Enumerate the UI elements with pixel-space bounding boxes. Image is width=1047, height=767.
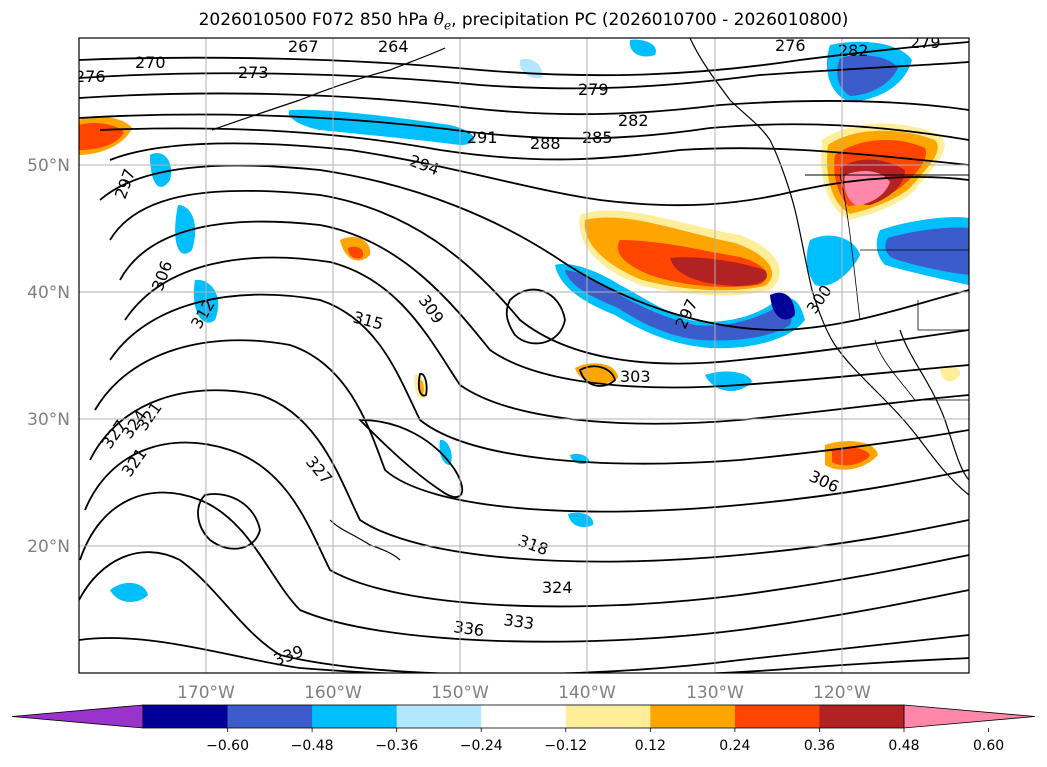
colorbar-swatch bbox=[819, 705, 905, 728]
contour-label: 276 bbox=[775, 36, 806, 55]
colorbar-tick-label: 0.60 bbox=[973, 738, 1004, 754]
colorbar-tick-label: −0.12 bbox=[544, 738, 587, 754]
lon-label: 120°W bbox=[813, 683, 871, 703]
contour-label: 282 bbox=[618, 111, 649, 130]
theta-e-contours bbox=[79, 41, 969, 673]
colorbar-tick-label: −0.24 bbox=[460, 738, 503, 754]
contour-label: 288 bbox=[530, 134, 561, 153]
colorbar-swatch bbox=[312, 705, 398, 728]
colorbar-tick-label: −0.36 bbox=[375, 738, 418, 754]
colorbar-tick-label: 0.48 bbox=[888, 738, 919, 754]
colorbar-tick-label: 0.12 bbox=[635, 738, 666, 754]
colorbar-tick-label: 0.36 bbox=[804, 738, 835, 754]
contour-label: 267 bbox=[288, 37, 319, 56]
graticule bbox=[79, 38, 969, 673]
contour-label: 273 bbox=[238, 63, 269, 82]
lon-label: 130°W bbox=[686, 683, 744, 703]
lon-label: 150°W bbox=[431, 683, 489, 703]
contour-label: 324 bbox=[542, 578, 573, 597]
colorbar-swatch bbox=[565, 705, 651, 728]
lon-label: 140°W bbox=[558, 683, 616, 703]
contour-label: 336 bbox=[452, 617, 485, 640]
colorbar-tick-label: −0.60 bbox=[206, 738, 249, 754]
contour-label: 333 bbox=[502, 610, 535, 633]
lat-label: 20°N bbox=[27, 537, 70, 557]
colorbar-swatch bbox=[396, 705, 482, 728]
colorbar-swatch bbox=[227, 705, 313, 728]
colorbar-swatch bbox=[650, 705, 736, 728]
lat-label: 30°N bbox=[27, 410, 70, 430]
colorbar-extend-max bbox=[903, 704, 1036, 729]
colorbar-swatch bbox=[143, 705, 229, 728]
lat-axis-labels: 50°N 40°N 30°N 20°N bbox=[27, 156, 70, 557]
colorbar-extend-min bbox=[11, 704, 144, 729]
contour-label: 279 bbox=[578, 80, 609, 99]
map-frame bbox=[78, 37, 970, 674]
precip-shading bbox=[79, 39, 969, 602]
contour-label: 282 bbox=[838, 41, 869, 60]
colorbar-swatch bbox=[481, 705, 567, 728]
lon-axis-labels: 170°W 160°W 150°W 140°W 130°W 120°W bbox=[177, 683, 871, 703]
contour-label: 303 bbox=[620, 367, 651, 386]
map-title: 2026010500 F072 850 hPa θe, precipitatio… bbox=[198, 10, 849, 33]
colorbar-border bbox=[142, 704, 905, 729]
contour-label: 270 bbox=[135, 53, 166, 72]
contour-label: 264 bbox=[378, 37, 409, 56]
colorbar-tick-label: −0.48 bbox=[291, 738, 334, 754]
lat-label: 40°N bbox=[27, 283, 70, 303]
contour-label: 291 bbox=[467, 128, 498, 147]
lon-label: 170°W bbox=[177, 683, 235, 703]
colorbar-swatch bbox=[734, 705, 820, 728]
colorbar-tick-label: 0.24 bbox=[719, 738, 750, 754]
lon-label: 160°W bbox=[304, 683, 362, 703]
contour-label: 279 bbox=[910, 33, 941, 52]
contour-label: 285 bbox=[582, 128, 613, 147]
colorbar: −0.60 −0.48 −0.36 −0.24 −0.12 0.12 0.24 0.36 0.4… bbox=[11, 704, 1036, 754]
contour-label: 276 bbox=[75, 67, 106, 86]
lat-label: 50°N bbox=[27, 156, 70, 176]
